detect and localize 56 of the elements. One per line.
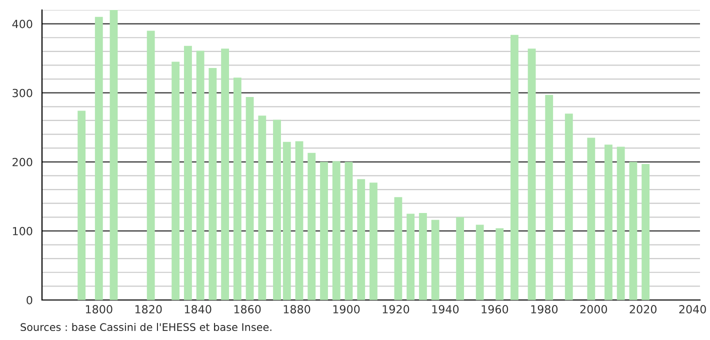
bar (308, 152, 316, 300)
bar (510, 34, 518, 300)
x-tick-label: 2040 (679, 305, 706, 314)
y-tick-label: 0 (26, 296, 32, 304)
bar (545, 94, 554, 300)
y-tick-label: 300 (12, 88, 32, 98)
bar (642, 164, 650, 300)
x-tick-label: 1800 (86, 305, 112, 314)
x-tick-label: 1940 (432, 305, 459, 314)
bar (587, 138, 596, 300)
bar (258, 116, 266, 300)
x-tick-label: 1880 (284, 305, 310, 314)
bar (196, 50, 204, 300)
bar (604, 144, 612, 300)
x-tick-label: 2020 (630, 305, 657, 314)
bar (78, 110, 86, 300)
y-tick-label: 200 (12, 158, 32, 166)
bar (528, 48, 536, 300)
bar (246, 97, 254, 300)
bar (564, 114, 573, 300)
bar (146, 30, 155, 300)
bar (616, 146, 625, 300)
bar (221, 48, 230, 300)
bar (496, 228, 504, 300)
bar (629, 162, 638, 300)
y-tick-label: 100 (12, 226, 32, 236)
bar (233, 78, 242, 300)
bar (357, 179, 366, 300)
x-tick-label: 1840 (184, 305, 212, 314)
bar (110, 10, 118, 300)
bar (431, 220, 440, 300)
bar (282, 142, 291, 300)
bar (94, 16, 103, 300)
y-tick-label: 400 (12, 20, 32, 28)
bar (332, 161, 340, 300)
bar (456, 217, 464, 300)
bar (320, 162, 328, 300)
bar (370, 182, 378, 300)
bar (273, 120, 281, 300)
x-tick-label: 1900 (333, 305, 360, 314)
bar (172, 62, 180, 300)
bar (394, 197, 402, 300)
bar (344, 162, 353, 300)
bar (184, 46, 192, 300)
x-tick-label: 1960 (482, 305, 508, 314)
x-tick-label: 1820 (135, 305, 162, 314)
x-tick-label: 1980 (531, 305, 558, 314)
source-note: Sources : base Cassini de l'EHESS et base Insee. (20, 322, 272, 332)
bar (295, 141, 304, 300)
x-tick-label: 1920 (382, 305, 410, 314)
bar (406, 214, 415, 300)
bar (208, 68, 217, 300)
bar (418, 213, 427, 300)
x-tick-label: 2000 (580, 305, 608, 314)
x-tick-label: 1860 (234, 305, 261, 314)
bar (476, 224, 484, 300)
